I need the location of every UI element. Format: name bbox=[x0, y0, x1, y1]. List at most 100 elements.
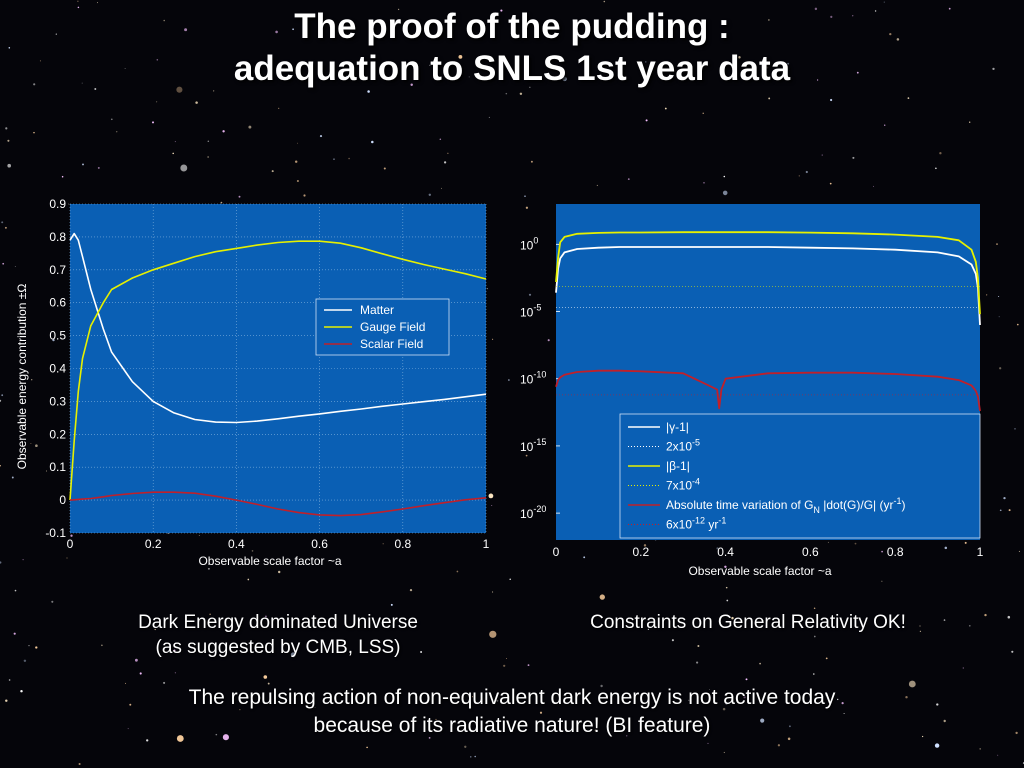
star-dot bbox=[448, 16, 451, 19]
star-dot bbox=[31, 379, 33, 381]
right-chart-caption: Constraints on General Relativity OK! bbox=[548, 610, 948, 635]
star-dot bbox=[984, 613, 987, 617]
star-dot bbox=[8, 47, 11, 49]
star-dot bbox=[333, 158, 335, 160]
star-dot bbox=[129, 703, 132, 706]
star-dot bbox=[290, 652, 296, 658]
x-tick-label: 0.8 bbox=[887, 545, 904, 559]
star-dot bbox=[996, 243, 998, 245]
star-dot bbox=[11, 476, 14, 479]
y-tick-label: 0.8 bbox=[49, 230, 66, 244]
star-dot bbox=[13, 632, 16, 635]
star-dot bbox=[837, 698, 839, 701]
star-dot bbox=[986, 294, 988, 296]
x-tick-label: 0.6 bbox=[802, 545, 819, 559]
y-tick-label: 10-10 bbox=[520, 370, 546, 387]
star-dot bbox=[488, 116, 490, 118]
star-dot bbox=[14, 266, 16, 267]
series-line-scalar-field bbox=[69, 491, 487, 517]
star-dot bbox=[671, 639, 674, 642]
star-dot bbox=[590, 623, 592, 624]
x-tick-label: 0 bbox=[553, 545, 560, 559]
star-dot bbox=[251, 550, 254, 552]
x-tick-label: 0.2 bbox=[145, 537, 162, 551]
star-dot bbox=[529, 86, 531, 88]
star-dot bbox=[61, 175, 64, 178]
star-dot bbox=[948, 7, 951, 10]
star-dot bbox=[703, 181, 705, 184]
y-tick-label: 0.2 bbox=[49, 427, 66, 441]
star-dot bbox=[292, 28, 294, 31]
star-dot bbox=[303, 194, 306, 197]
star-dot bbox=[163, 681, 166, 684]
star-dot bbox=[943, 619, 946, 621]
y-tick-label: 0.6 bbox=[49, 296, 66, 310]
star-dot bbox=[723, 751, 725, 754]
star-dot bbox=[209, 613, 211, 615]
star-dot bbox=[919, 630, 922, 632]
star-dot bbox=[600, 684, 603, 688]
legend-box bbox=[619, 413, 981, 539]
x-tick-label: 0.8 bbox=[394, 537, 411, 551]
star-dot bbox=[77, 0, 79, 2]
star-dot bbox=[176, 86, 183, 93]
star-dot bbox=[872, 185, 875, 187]
star-dot bbox=[464, 745, 467, 748]
star-dot bbox=[23, 659, 27, 663]
star-dot bbox=[281, 649, 283, 651]
star-dot bbox=[813, 673, 815, 675]
x-tick-label: 0.6 bbox=[311, 537, 328, 551]
star-dot bbox=[829, 182, 832, 185]
star-dot bbox=[597, 34, 600, 38]
star-dot bbox=[156, 101, 158, 103]
legend-label: Scalar Field bbox=[360, 337, 423, 351]
star-dot bbox=[825, 657, 828, 660]
star-dot bbox=[125, 682, 127, 684]
star-dot bbox=[174, 672, 177, 674]
star-dot bbox=[173, 649, 176, 652]
star-dot bbox=[471, 696, 474, 698]
star-dot bbox=[267, 682, 270, 685]
star-dot bbox=[222, 734, 229, 741]
star-dot bbox=[821, 154, 823, 156]
star-dot bbox=[474, 755, 476, 758]
star-dot bbox=[51, 600, 54, 603]
star-dot bbox=[5, 127, 8, 130]
star-dot bbox=[46, 470, 47, 472]
star-dot bbox=[271, 170, 274, 173]
star-dot bbox=[420, 651, 423, 653]
star-dot bbox=[528, 293, 532, 296]
star-dot bbox=[127, 728, 129, 730]
legend-label: |γ-1| bbox=[666, 420, 689, 434]
star-dot bbox=[962, 667, 964, 669]
star-dot bbox=[215, 733, 218, 736]
star-dot bbox=[702, 112, 704, 114]
star-dot bbox=[505, 92, 508, 95]
star-dot bbox=[1008, 509, 1011, 512]
star-dot bbox=[527, 664, 530, 667]
star-dot bbox=[935, 167, 937, 170]
star-dot bbox=[135, 658, 138, 662]
star-dot bbox=[787, 737, 791, 741]
star-dot bbox=[52, 338, 55, 342]
star-dot bbox=[647, 628, 649, 630]
star-dot bbox=[28, 644, 30, 647]
x-tick-label: 0.4 bbox=[717, 545, 734, 559]
star-dot bbox=[383, 167, 386, 170]
star-dot bbox=[371, 140, 374, 144]
y-tick-label: 0.1 bbox=[49, 460, 66, 474]
star-dot bbox=[397, 8, 400, 11]
star-dot bbox=[382, 543, 384, 545]
star-dot bbox=[881, 580, 883, 582]
star-dot bbox=[524, 195, 526, 197]
star-dot bbox=[0, 465, 1, 467]
y-tick-label: 10-5 bbox=[520, 303, 541, 320]
star-dot bbox=[759, 662, 761, 665]
star-dot bbox=[78, 762, 81, 766]
star-dot bbox=[944, 546, 948, 550]
star-dot bbox=[813, 607, 816, 610]
star-dot bbox=[921, 735, 924, 738]
star-dot bbox=[70, 534, 73, 537]
star-dot bbox=[124, 68, 126, 69]
slide-title: The proof of the pudding : adequation to… bbox=[0, 6, 1024, 90]
